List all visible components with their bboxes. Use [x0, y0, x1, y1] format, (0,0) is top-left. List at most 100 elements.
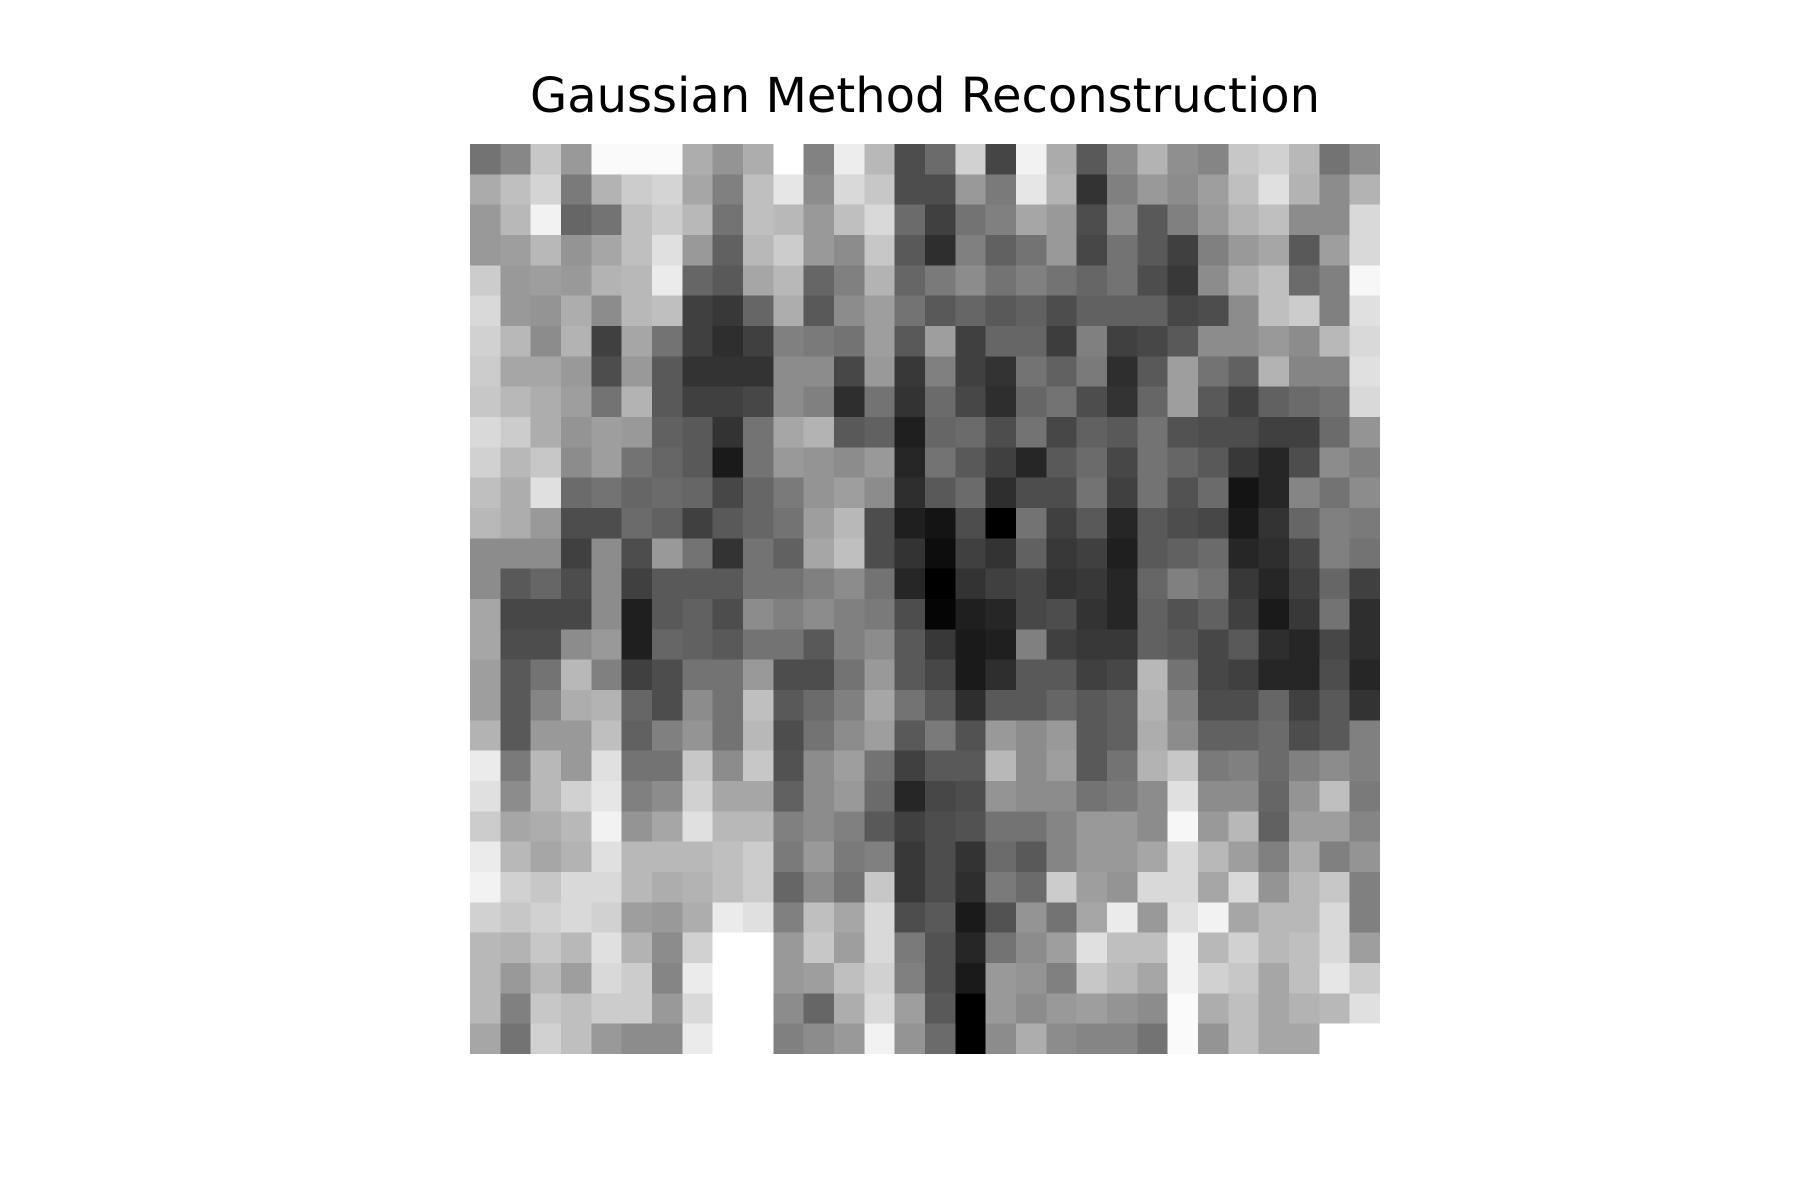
- heatmap-cell-r21-c9: [743, 781, 774, 812]
- heatmap-cell-r4-c2: [530, 265, 562, 297]
- heatmap-cell-r17-c5: [621, 659, 653, 691]
- heatmap-cell-r18-c24: [1198, 690, 1229, 721]
- heatmap-cell-r9-c16: [955, 417, 987, 448]
- heatmap-cell-r5-c17: [985, 295, 1017, 327]
- heatmap-cell-r4-c12: [834, 265, 865, 297]
- heatmap-cell-r27-c1: [500, 963, 532, 994]
- heatmap-cell-r10-c4: [591, 447, 623, 479]
- heatmap-cell-r21-c14: [894, 781, 926, 812]
- heatmap-cell-r24-c12: [834, 872, 865, 903]
- heatmap-cell-r28-c18: [1016, 993, 1047, 1025]
- heatmap-cell-r23-c25: [1228, 841, 1260, 873]
- heatmap-cell-r22-c7: [682, 811, 714, 843]
- heatmap-cell-r15-c27: [1289, 599, 1320, 630]
- heatmap-cell-r27-c4: [591, 963, 623, 994]
- heatmap-cell-r9-c29: [1349, 417, 1380, 448]
- heatmap-cell-r3-c19: [1046, 235, 1078, 266]
- heatmap-cell-r9-c21: [1107, 417, 1138, 448]
- heatmap-cell-r4-c11: [803, 265, 835, 297]
- heatmap-cell-r3-c17: [985, 235, 1017, 266]
- heatmap-cell-r18-c5: [621, 690, 653, 721]
- heatmap-cell-r24-c27: [1289, 872, 1320, 903]
- heatmap-cell-r20-c29: [1349, 750, 1380, 782]
- heatmap-cell-r29-c13: [864, 1023, 896, 1054]
- heatmap-cell-r18-c0: [470, 690, 501, 721]
- heatmap-cell-r13-c13: [864, 538, 896, 570]
- heatmap-cell-r8-c0: [470, 386, 501, 418]
- heatmap-cell-r26-c8: [712, 932, 744, 964]
- heatmap-cell-r26-c9: [743, 932, 774, 964]
- heatmap-cell-r1-c17: [985, 174, 1017, 206]
- heatmap-cell-r6-c27: [1289, 326, 1320, 357]
- heatmap-cell-r3-c4: [591, 235, 623, 266]
- heatmap-cell-r0-c11: [803, 144, 835, 175]
- heatmap-cell-r1-c23: [1167, 174, 1199, 206]
- heatmap-cell-r8-c24: [1198, 386, 1229, 418]
- heatmap-cell-r17-c14: [894, 659, 926, 691]
- heatmap-cell-r8-c1: [500, 386, 532, 418]
- heatmap-cell-r13-c21: [1107, 538, 1138, 570]
- heatmap-cell-r22-c6: [652, 811, 683, 843]
- heatmap-cell-r12-c16: [955, 508, 987, 539]
- heatmap-cell-r29-c2: [530, 1023, 562, 1054]
- heatmap-cell-r3-c6: [652, 235, 683, 266]
- heatmap-cell-r9-c12: [834, 417, 865, 448]
- heatmap-cell-r17-c10: [773, 659, 805, 691]
- heatmap-cell-r20-c13: [864, 750, 896, 782]
- heatmap-cell-r4-c8: [712, 265, 744, 297]
- heatmap-cell-r21-c26: [1258, 781, 1290, 812]
- heatmap-cell-r20-c4: [591, 750, 623, 782]
- heatmap-cell-r10-c12: [834, 447, 865, 479]
- heatmap-cell-r25-c25: [1228, 902, 1260, 934]
- heatmap-cell-r5-c15: [925, 295, 956, 327]
- heatmap-cell-r17-c21: [1107, 659, 1138, 691]
- heatmap-cell-r3-c28: [1319, 235, 1351, 266]
- heatmap-cell-r18-c2: [530, 690, 562, 721]
- heatmap-cell-r3-c21: [1107, 235, 1138, 266]
- heatmap-cell-r8-c20: [1076, 386, 1108, 418]
- heatmap-cell-r17-c12: [834, 659, 865, 691]
- heatmap-cell-r9-c14: [894, 417, 926, 448]
- heatmap-cell-r15-c20: [1076, 599, 1108, 630]
- heatmap-cell-r21-c10: [773, 781, 805, 812]
- heatmap-cell-r4-c4: [591, 265, 623, 297]
- heatmap-cell-r15-c8: [712, 599, 744, 630]
- heatmap-cell-r25-c16: [955, 902, 987, 934]
- heatmap-cell-r17-c18: [1016, 659, 1047, 691]
- heatmap-cell-r19-c13: [864, 720, 896, 752]
- heatmap-cell-r0-c5: [621, 144, 653, 175]
- heatmap-cell-r12-c13: [864, 508, 896, 539]
- heatmap-cell-r23-c23: [1167, 841, 1199, 873]
- heatmap-cell-r29-c19: [1046, 1023, 1078, 1054]
- heatmap-cell-r20-c26: [1258, 750, 1290, 782]
- heatmap-cell-r9-c8: [712, 417, 744, 448]
- heatmap-cell-r29-c27: [1289, 1023, 1320, 1054]
- heatmap-cell-r22-c8: [712, 811, 744, 843]
- heatmap-cell-r1-c13: [864, 174, 896, 206]
- heatmap-cell-r6-c12: [834, 326, 865, 357]
- heatmap-cell-r14-c13: [864, 568, 896, 600]
- heatmap-cell-r3-c25: [1228, 235, 1260, 266]
- heatmap-cell-r16-c3: [561, 629, 592, 661]
- heatmap-cell-r1-c28: [1319, 174, 1351, 206]
- heatmap-cell-r25-c28: [1319, 902, 1351, 934]
- heatmap-cell-r5-c1: [500, 295, 532, 327]
- heatmap-cell-r19-c15: [925, 720, 956, 752]
- heatmap-cell-r25-c8: [712, 902, 744, 934]
- heatmap-cell-r0-c7: [682, 144, 714, 175]
- heatmap-cell-r4-c0: [470, 265, 501, 297]
- heatmap-cell-r19-c8: [712, 720, 744, 752]
- heatmap-cell-r2-c2: [530, 204, 562, 236]
- heatmap-cell-r25-c3: [561, 902, 592, 934]
- heatmap-cell-r22-c11: [803, 811, 835, 843]
- heatmap-cell-r29-c4: [591, 1023, 623, 1054]
- heatmap-cell-r28-c24: [1198, 993, 1229, 1025]
- heatmap-cell-r22-c25: [1228, 811, 1260, 843]
- heatmap-cell-r11-c12: [834, 477, 865, 509]
- heatmap-cell-r3-c15: [925, 235, 956, 266]
- heatmap-cell-r3-c27: [1289, 235, 1320, 266]
- heatmap-cell-r4-c5: [621, 265, 653, 297]
- heatmap-cell-r14-c20: [1076, 568, 1108, 600]
- heatmap-cell-r14-c18: [1016, 568, 1047, 600]
- heatmap-cell-r18-c13: [864, 690, 896, 721]
